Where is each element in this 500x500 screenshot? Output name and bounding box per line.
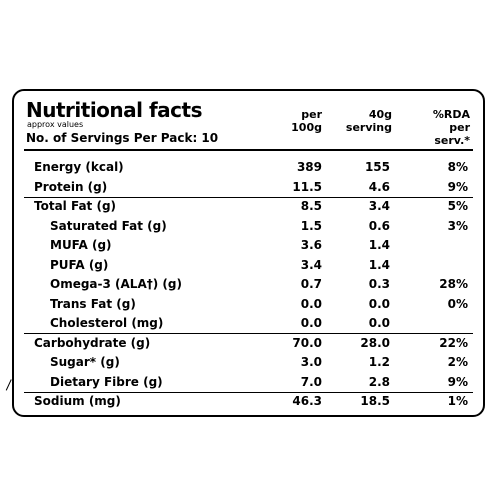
row-separator (24, 333, 473, 334)
value-per-100g: 8.5 (300, 199, 322, 213)
value-per-serving: 1.4 (368, 257, 390, 272)
value-rda: 9% (447, 374, 468, 389)
nutrient-name: Carbohydrate (g) (34, 335, 151, 350)
value-rda: 28% (439, 277, 468, 291)
nutrient-name: MUFA (g) (50, 238, 112, 252)
value-per-100g: 7.0 (300, 374, 322, 389)
column-header-serving-line2: serving (345, 121, 392, 134)
row-separator (24, 391, 473, 393)
nutrient-name: PUFA (g) (50, 257, 109, 272)
nutrient-name: Total Fat (g) (34, 199, 117, 213)
value-rda: 9% (447, 179, 468, 194)
value-per-100g: 11.5 (292, 179, 322, 194)
nutrient-row: Total Fat (g) 8.5 3.4 5% (24, 196, 473, 216)
nutrient-row: Saturated Fat (g) 1.5 0.6 3% (24, 216, 473, 236)
column-header-rda-line2: per serv.* (434, 121, 470, 147)
value-rda: 0% (447, 296, 468, 311)
value-per-serving: 0.6 (368, 218, 390, 233)
value-per-serving: 0.3 (368, 277, 390, 291)
nutrient-name: Energy (kcal) (34, 160, 124, 174)
value-per-100g: 0.7 (300, 277, 322, 291)
nutrient-row: Energy (kcal) 389 155 8% (24, 157, 473, 177)
value-per-serving: 0.0 (368, 316, 390, 330)
value-per-serving: 28.0 (360, 335, 390, 350)
value-rda: 1% (447, 394, 468, 408)
column-header-rda-line1: %RDA (432, 108, 470, 121)
nutrient-name: Saturated Fat (g) (50, 218, 167, 233)
nutrient-name: Omega-3 (ALA†) (g) (50, 277, 182, 291)
nutrition-facts-panel: Nutritional facts approx values No. of S… (12, 89, 485, 417)
value-per-100g: 3.6 (300, 238, 322, 252)
row-separator (24, 196, 473, 198)
nutrient-row: Protein (g) 11.5 4.6 9% (24, 177, 473, 197)
servings-per-pack: No. of Servings Per Pack: 10 (26, 131, 219, 145)
label-subtitle: approx values (27, 120, 84, 129)
value-rda: 3% (447, 218, 468, 233)
nutrient-row: Cholesterol (mg) 0.0 0.0 (24, 313, 473, 333)
nutrient-row: Sugar* (g) 3.0 1.2 2% (24, 352, 473, 372)
column-header-per-100g-line1: per (301, 108, 322, 121)
value-per-serving: 18.5 (360, 394, 390, 408)
nutrient-name: Trans Fat (g) (50, 296, 136, 311)
nutrient-row: Sodium (mg) 46.3 18.5 1% (24, 391, 473, 411)
value-per-100g: 3.0 (300, 355, 322, 369)
value-rda: 8% (447, 160, 468, 174)
value-per-serving: 0.0 (368, 296, 390, 311)
nutrient-name: Sugar* (g) (50, 355, 120, 369)
value-per-serving: 3.4 (368, 199, 390, 213)
nutrient-row: Trans Fat (g) 0.0 0.0 0% (24, 294, 473, 314)
column-header-serving: 40g serving (334, 108, 392, 134)
label-title: Nutritional facts (26, 98, 202, 122)
nutrient-row: Carbohydrate (g) 70.0 28.0 22% (24, 333, 473, 353)
nutrient-row: Omega-3 (ALA†) (g) 0.7 0.3 28% (24, 274, 473, 294)
value-rda: 22% (439, 335, 468, 350)
value-per-serving: 4.6 (368, 179, 390, 194)
value-per-100g: 70.0 (292, 335, 322, 350)
column-header-rda: %RDA per serv.* (412, 108, 470, 147)
nutrient-name: Dietary Fibre (g) (50, 374, 163, 389)
value-per-100g: 389 (296, 160, 322, 174)
nutrient-row: PUFA (g) 3.4 1.4 (24, 255, 473, 275)
header-separator (24, 149, 473, 151)
value-per-100g: 3.4 (300, 257, 322, 272)
value-rda: 5% (447, 199, 468, 213)
value-per-serving: 2.8 (368, 374, 390, 389)
column-header-per-100g-line2: 100g (291, 121, 322, 134)
value-per-serving: 1.4 (368, 238, 390, 252)
nutrient-row: Dietary Fibre (g) 7.0 2.8 9% (24, 372, 473, 392)
value-per-100g: 1.5 (300, 218, 322, 233)
column-header-per-100g: per 100g (276, 108, 322, 134)
value-per-100g: 46.3 (292, 394, 322, 408)
nutrient-name: Protein (g) (34, 179, 108, 194)
value-per-100g: 0.0 (300, 296, 322, 311)
nutrient-row: MUFA (g) 3.6 1.4 (24, 235, 473, 255)
value-per-100g: 0.0 (300, 316, 322, 330)
nutrient-name: Cholesterol (mg) (50, 316, 164, 330)
value-rda: 2% (447, 355, 468, 369)
nutrient-name: Sodium (mg) (34, 394, 121, 408)
column-header-serving-line1: 40g (368, 108, 392, 121)
value-per-serving: 155 (364, 160, 390, 174)
value-per-serving: 1.2 (368, 355, 390, 369)
